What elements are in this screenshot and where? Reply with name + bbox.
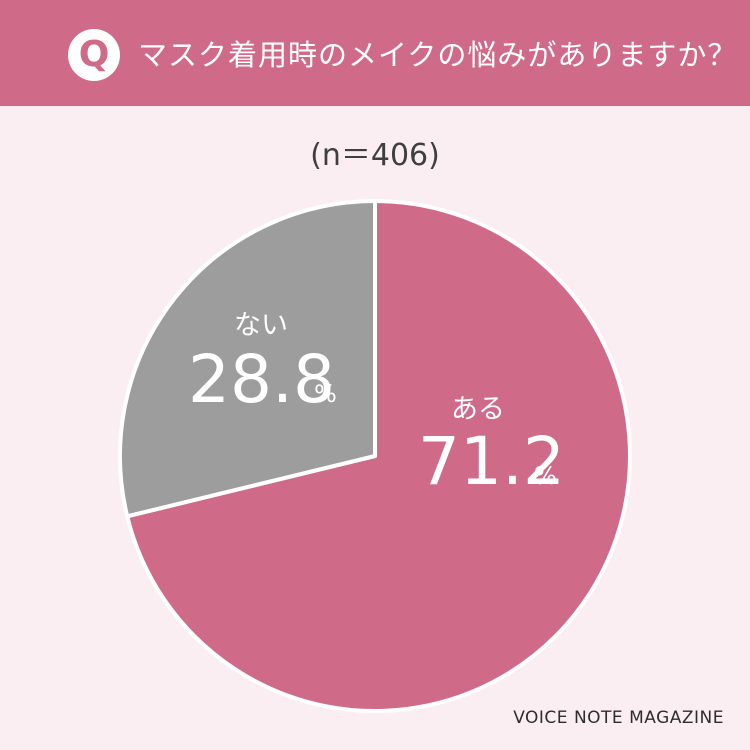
slice-label-yes: ある [451,394,505,425]
pie-slice-no [118,199,377,519]
slice-unit-yes: % [534,462,557,490]
slice-value-no: 28.8 [188,341,335,418]
question-header: Q マスク着用時のメイクの悩みがありますか？ [0,0,750,106]
slice-label-no: ない [234,310,288,341]
pie-slice-yes [125,199,632,713]
slice-value-yes: 71.2 [418,423,565,500]
q-badge-icon: Q [68,29,120,81]
sample-size: (n＝406) [310,138,440,173]
brand-footer: VOICE NOTE MAGAZINE [513,708,724,728]
slice-unit-no: % [314,380,337,408]
question-title: マスク着用時のメイクの悩みがありますか？ [138,38,738,72]
